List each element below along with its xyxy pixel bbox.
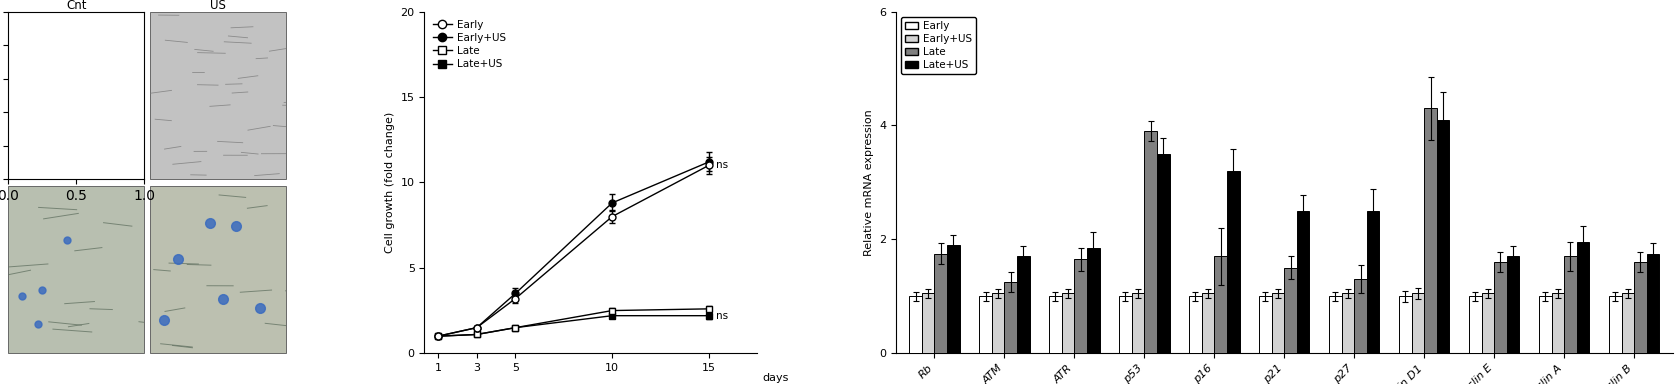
Bar (1576, 242, 1588, 353)
Bar (1436, 120, 1448, 353)
Bar (1144, 131, 1156, 353)
Bar (946, 245, 959, 353)
Bar (1494, 262, 1505, 353)
Bar (1062, 293, 1074, 353)
Bar (1284, 268, 1295, 353)
Bar (1621, 293, 1633, 353)
Bar (1295, 211, 1309, 353)
Bar (1468, 296, 1480, 353)
Bar (1633, 262, 1646, 353)
Bar (1005, 282, 1016, 353)
Bar (1188, 296, 1201, 353)
Title: US: US (210, 0, 225, 12)
Bar (991, 293, 1005, 353)
Bar (1646, 253, 1658, 353)
Bar (909, 296, 921, 353)
Y-axis label: Cell growth (fold change): Cell growth (fold change) (385, 112, 395, 253)
Bar (1201, 293, 1213, 353)
Bar (1562, 257, 1576, 353)
Bar (1213, 257, 1226, 353)
Text: ns: ns (716, 311, 727, 321)
Bar (1074, 259, 1087, 353)
Bar (1119, 296, 1131, 353)
Bar (1016, 257, 1028, 353)
Bar (1329, 296, 1341, 353)
Bar (1505, 257, 1519, 353)
Bar (921, 293, 934, 353)
Bar (1539, 296, 1551, 353)
Bar (934, 253, 946, 353)
Bar (1480, 293, 1494, 353)
Bar (1048, 296, 1062, 353)
Y-axis label: Relative mRNA expression: Relative mRNA expression (864, 109, 874, 256)
Bar (1411, 293, 1423, 353)
Bar (1272, 293, 1284, 353)
Bar (1366, 211, 1379, 353)
Bar (1226, 171, 1238, 353)
Text: ns: ns (716, 160, 727, 170)
Title: Cnt: Cnt (66, 0, 87, 12)
Bar (1354, 279, 1366, 353)
Bar (1156, 154, 1169, 353)
Bar (1608, 296, 1621, 353)
Bar (1398, 296, 1411, 353)
Legend: Early, Early+US, Late, Late+US: Early, Early+US, Late, Late+US (430, 17, 509, 72)
Bar (1131, 293, 1144, 353)
Bar (1087, 248, 1099, 353)
Legend: Early, Early+US, Late, Late+US: Early, Early+US, Late, Late+US (900, 17, 976, 74)
Bar (1258, 296, 1272, 353)
Text: days: days (763, 373, 788, 383)
Bar (1423, 108, 1436, 353)
Bar (979, 296, 991, 353)
Bar (1341, 293, 1354, 353)
Bar (1551, 293, 1562, 353)
